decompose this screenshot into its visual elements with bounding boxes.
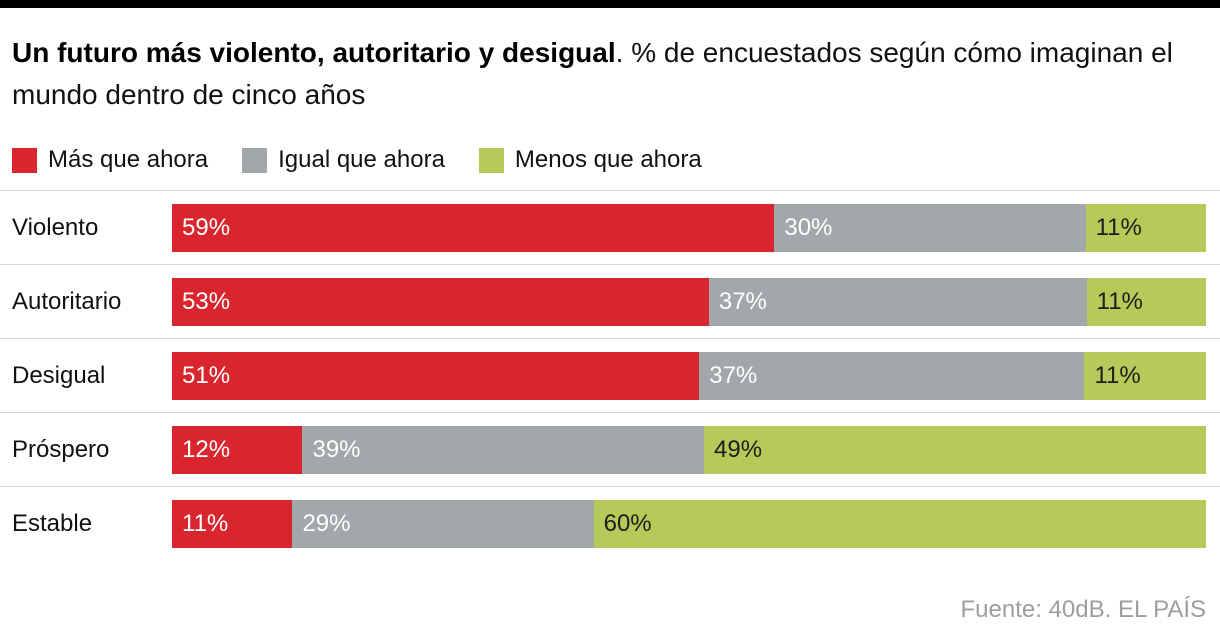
chart-row-prospero: Próspero 12% 39% 49% xyxy=(0,412,1220,486)
chart-row-estable: Estable 11% 29% 60% xyxy=(0,486,1220,560)
stacked-bar: 51% 37% 11% xyxy=(172,351,1207,400)
bar-segment-igual-que-ahora: 37% xyxy=(708,277,1087,326)
bar-segment-menos-que-ahora: 11% xyxy=(1085,203,1206,252)
row-label: Estable xyxy=(12,509,93,537)
chart-row-desigual: Desigual 51% 37% 11% xyxy=(0,338,1220,412)
bar-segment-igual-que-ahora: 39% xyxy=(302,425,705,474)
chart-title-bold: Un futuro más violento, autoritario y de… xyxy=(12,37,616,68)
legend-label: Más que ahora xyxy=(48,146,209,173)
bar-segment-igual-que-ahora: 30% xyxy=(774,203,1086,252)
chart-row-autoritario: Autoritario 53% 37% 11% xyxy=(0,264,1220,338)
bar-segment-mas-que-ahora: 11% xyxy=(172,499,293,548)
legend-label: Menos que ahora xyxy=(514,146,702,173)
bar-segment-mas-que-ahora: 53% xyxy=(172,277,709,326)
legend-swatch-igual-que-ahora xyxy=(242,147,268,173)
legend-item-igual-que-ahora: Igual que ahora xyxy=(242,146,445,174)
chart-title: Un futuro más violento, autoritario y de… xyxy=(12,32,1202,116)
row-label: Autoritario xyxy=(12,287,122,315)
stacked-bar: 53% 37% 11% xyxy=(172,277,1206,326)
bar-segment-igual-que-ahora: 37% xyxy=(699,351,1085,400)
legend-label: Igual que ahora xyxy=(278,146,445,173)
legend-item-mas-que-ahora: Más que ahora xyxy=(12,146,208,174)
source-credit: Fuente: 40dB. EL PAÍS xyxy=(960,596,1206,623)
legend: Más que ahora Igual que ahora Menos que … xyxy=(12,146,1208,174)
top-rule xyxy=(0,0,1220,8)
bar-segment-mas-que-ahora: 59% xyxy=(172,203,775,252)
bar-segment-menos-que-ahora: 11% xyxy=(1084,351,1207,400)
legend-item-menos-que-ahora: Menos que ahora xyxy=(478,146,702,174)
bar-segment-igual-que-ahora: 29% xyxy=(292,499,594,548)
bar-segment-menos-que-ahora: 49% xyxy=(704,425,1206,474)
chart-row-violento: Violento 59% 30% 11% xyxy=(0,190,1220,264)
legend-swatch-menos-que-ahora xyxy=(478,147,504,173)
bar-segment-menos-que-ahora: 11% xyxy=(1086,277,1206,326)
stacked-bar: 11% 29% 60% xyxy=(172,499,1206,548)
bar-segment-mas-que-ahora: 51% xyxy=(172,351,700,400)
stacked-bar: 59% 30% 11% xyxy=(172,203,1206,252)
chart-title-rest: . % de encuestados según cómo imaginan e… xyxy=(12,37,1173,110)
bar-segment-mas-que-ahora: 12% xyxy=(172,425,303,474)
legend-swatch-mas-que-ahora xyxy=(12,147,37,173)
stacked-bar: 12% 39% 49% xyxy=(172,425,1206,474)
row-label: Próspero xyxy=(12,435,110,463)
row-label: Violento xyxy=(12,213,99,241)
chart-rows: Violento 59% 30% 11% Autoritario 53% 37%… xyxy=(0,190,1220,560)
row-label: Desigual xyxy=(12,361,106,389)
bar-segment-menos-que-ahora: 60% xyxy=(593,499,1206,548)
